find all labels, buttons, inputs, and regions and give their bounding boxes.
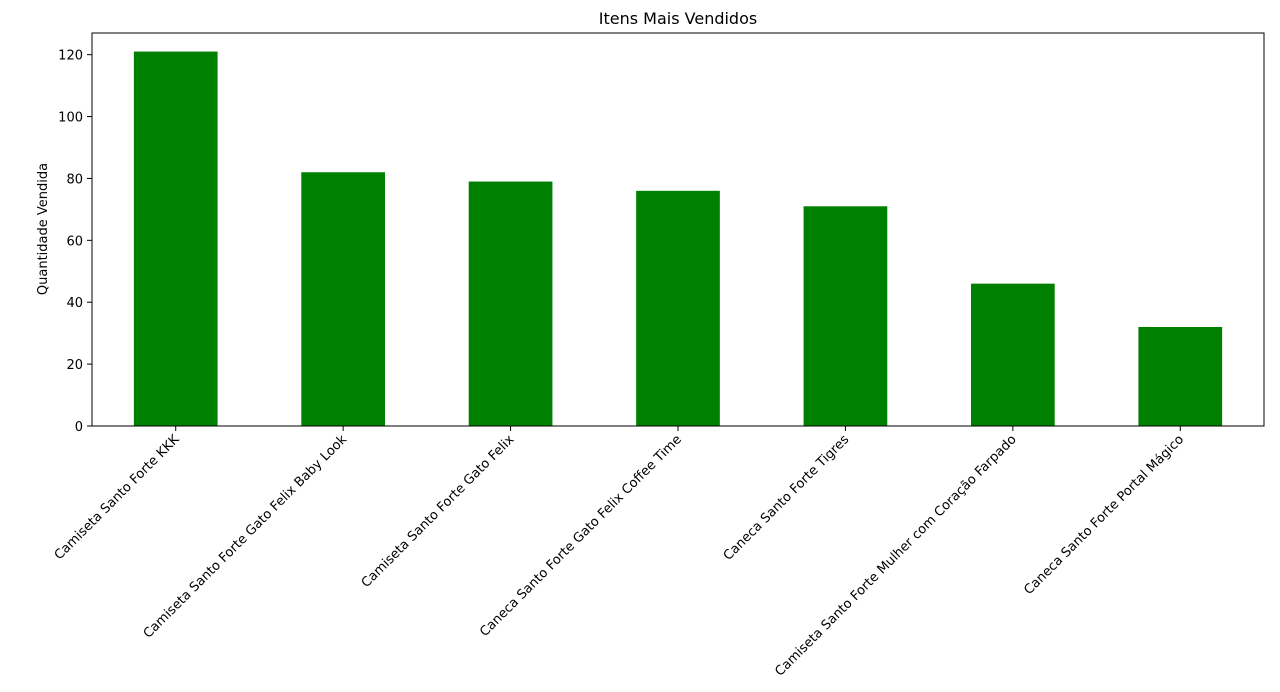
bar-6 — [1138, 326, 1223, 426]
y-tick-label-4: 80 — [66, 172, 83, 187]
chart-title: Itens Mais Vendidos — [599, 9, 757, 28]
x-tick-label-2: Camiseta Santo Forte Gato Felix — [359, 432, 518, 591]
bar-4 — [803, 206, 888, 426]
y-tick-label-6: 120 — [58, 49, 83, 64]
bar-0 — [133, 51, 218, 427]
y-tick-label-1: 20 — [66, 358, 83, 373]
plot-frame — [91, 32, 1265, 427]
x-tick-label-4: Caneca Santo Forte Tigres — [721, 432, 853, 564]
x-tick-label-0: Camiseta Santo Forte KKK — [52, 432, 183, 563]
y-axis-label: Quantidade Vendida — [36, 163, 51, 295]
bar-5 — [971, 283, 1055, 426]
x-tick-label-1: Camiseta Santo Forte Gato Felix Baby Loo… — [141, 432, 351, 642]
bar-1 — [301, 172, 385, 426]
bar-3 — [636, 190, 720, 426]
bars-group — [133, 51, 1223, 427]
y-tick-label-3: 60 — [66, 234, 83, 249]
x-tick-label-3: Caneca Santo Forte Gato Felix Coffee Tim… — [477, 432, 685, 640]
y-tick-label-2: 40 — [66, 296, 83, 311]
bar-2 — [468, 181, 553, 426]
x-tick-label-6: Caneca Santo Forte Portal Mágico — [1021, 432, 1187, 598]
y-tick-label-5: 100 — [58, 111, 83, 126]
y-axis: 0 20 40 60 80 100 120 — [58, 49, 92, 435]
y-tick-label-0: 0 — [75, 420, 83, 435]
